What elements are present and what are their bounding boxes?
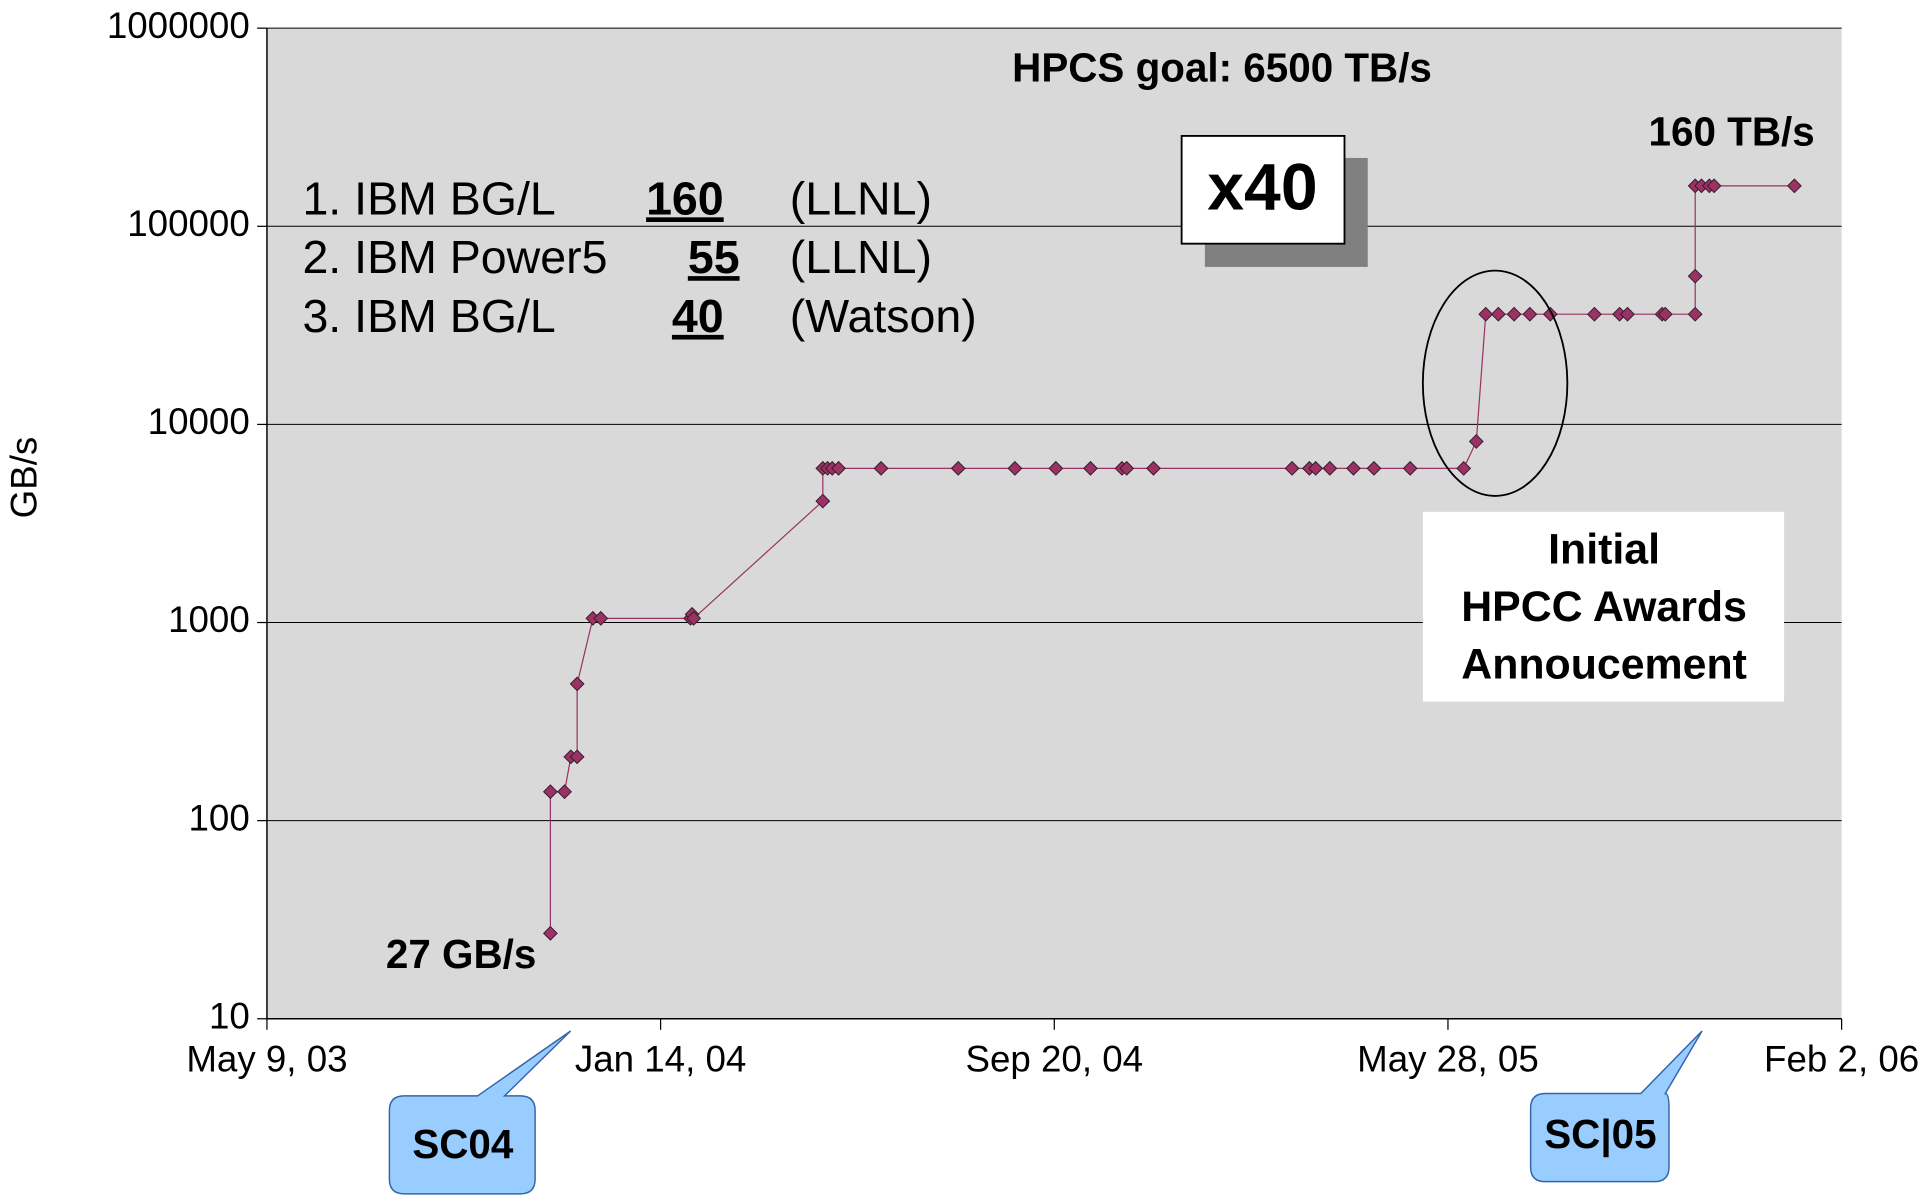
x-tick-label: May 9, 03 — [186, 1038, 347, 1079]
data-point — [1620, 306, 1635, 322]
data-point — [686, 610, 702, 626]
ranking-site: (LLNL) — [790, 231, 932, 283]
data-point — [1048, 460, 1064, 476]
y-tick-label: 100 — [189, 797, 250, 838]
data-point — [1366, 460, 1382, 476]
callout-line: HPCC Awards — [1461, 583, 1747, 631]
ranking: 1. IBM BG/L 160 (LLNL) 2. IBM Power5 55 … — [302, 172, 976, 342]
data-point — [1119, 460, 1135, 476]
data-point — [569, 749, 585, 765]
factor-annotation: x40 — [1207, 151, 1317, 225]
end-annotation: 160 TB/s — [1649, 108, 1815, 154]
factor-box — [1180, 135, 1346, 245]
y-tick-label: 1000 — [168, 599, 250, 640]
ranking-name: 3. IBM BG/L — [302, 290, 555, 342]
y-tick-label: 100000 — [127, 203, 250, 244]
marks — [542, 178, 1802, 941]
data-point — [1586, 306, 1602, 322]
sc05-label: SC|05 — [1544, 1111, 1656, 1157]
data-point — [1490, 306, 1506, 322]
callout-box — [1422, 511, 1785, 702]
data-point — [1786, 178, 1802, 194]
ranking-site: (Watson) — [790, 290, 977, 342]
highlight-ellipse — [1421, 269, 1569, 497]
y-tick-label: 10 — [209, 995, 250, 1036]
data-point — [815, 493, 831, 509]
ranking-value: 40 — [672, 290, 724, 342]
sc04-bubble — [388, 1030, 572, 1195]
data-point — [542, 784, 558, 800]
ranking-name: 2. IBM Power5 — [302, 231, 607, 283]
y-tick-label: 10000 — [148, 401, 250, 442]
x-tick-label: Sep 20, 04 — [965, 1038, 1143, 1079]
data-point — [557, 784, 572, 800]
data-point — [831, 460, 846, 476]
data-point — [1706, 178, 1722, 194]
callout-line: Initial — [1548, 526, 1660, 574]
ranking-value: 55 — [688, 231, 740, 283]
data-point — [1687, 306, 1703, 322]
data-point — [1284, 460, 1300, 476]
data-point — [873, 460, 889, 476]
ranking-value: 160 — [646, 172, 724, 224]
data-point — [1146, 460, 1161, 476]
data-point — [1657, 306, 1673, 322]
sc05-bubble — [1529, 1030, 1703, 1183]
callout-line: Annoucement — [1461, 641, 1747, 689]
goal-annotation: HPCS goal: 6500 TB/s — [1012, 45, 1432, 91]
data-point — [593, 610, 609, 626]
y-tick-label: 1000000 — [107, 5, 250, 46]
data-point — [542, 925, 558, 941]
data-point — [1468, 434, 1484, 449]
data-point — [950, 460, 966, 476]
data-point — [1456, 460, 1472, 476]
data-point — [1308, 460, 1324, 476]
x-tick-label: May 28, 05 — [1357, 1038, 1539, 1079]
data-point — [1506, 306, 1522, 322]
y-axis-label: GB/s — [4, 437, 45, 519]
ranking-name: 1. IBM BG/L — [302, 172, 555, 224]
data-point — [1522, 306, 1538, 322]
data-point — [1322, 460, 1338, 476]
data-point — [1478, 306, 1494, 322]
sc04-label: SC04 — [412, 1121, 514, 1167]
x-tick-label: Jan 14, 04 — [575, 1038, 747, 1079]
data-point — [1007, 460, 1023, 476]
x-tick-label: Feb 2, 06 — [1764, 1038, 1919, 1079]
data-point — [1083, 460, 1098, 476]
data-point — [1402, 460, 1418, 476]
data-point — [1346, 460, 1361, 476]
start-annotation: 27 GB/s — [386, 931, 536, 977]
data-point — [569, 676, 585, 692]
ranking-site: (LLNL) — [790, 172, 932, 224]
data-point — [1687, 268, 1703, 284]
